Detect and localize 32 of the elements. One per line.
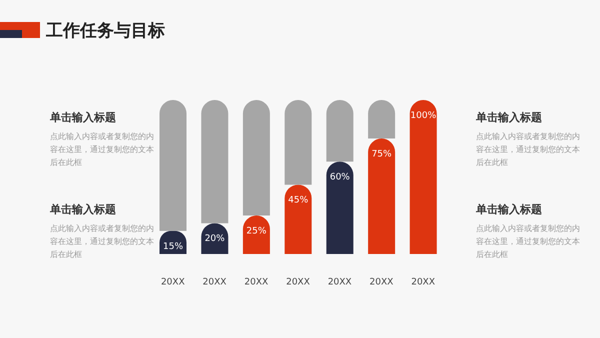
bar — [326, 100, 354, 162]
bar — [242, 100, 270, 216]
x-tick-label: 20XX — [411, 277, 436, 288]
x-tick-label: 20XX — [370, 277, 394, 288]
bar — [326, 162, 354, 254]
data-label: 60% — [330, 172, 350, 183]
bar — [410, 100, 437, 254]
x-tick-label: 20XX — [160, 277, 185, 288]
text: 点此输入内容或者复制您的内容在这里，通过复制您的文本后在此框 — [476, 131, 581, 169]
bar — [201, 100, 228, 224]
data-label: 75% — [372, 150, 392, 160]
x-tick-label: 20XX — [202, 277, 226, 288]
data-label: 20% — [204, 234, 226, 244]
annotation: 点此输入内容或者复制您的内容在这里，通过复制您的文本后在此框 — [50, 131, 155, 169]
bar — [284, 100, 312, 185]
bar — [368, 138, 396, 254]
data-label: 25% — [246, 226, 267, 236]
bar — [160, 100, 187, 231]
data-label: 15% — [163, 242, 184, 252]
x-tick-label: 20XX — [244, 277, 268, 288]
text: 单击输入标题 — [50, 202, 117, 217]
text: 点此输入内容或者复制您的内容在这里，通过复制您的文本后在此框 — [476, 223, 581, 261]
annotation: 点此输入内容或者复制您的内容在这里，通过复制您的文本后在此框 — [50, 223, 155, 261]
data-label: 100% — [410, 111, 437, 121]
bar — [284, 184, 312, 254]
text: 单击输入标题 — [476, 110, 543, 125]
x-tick-label: 20XX — [286, 277, 310, 288]
data-label: 45% — [288, 196, 309, 206]
chart-title: 工作任务与目标 — [46, 20, 165, 42]
text: 单击输入标题 — [476, 202, 543, 217]
x-tick-label: 20XX — [328, 277, 352, 288]
text: 单击输入标题 — [50, 110, 117, 125]
